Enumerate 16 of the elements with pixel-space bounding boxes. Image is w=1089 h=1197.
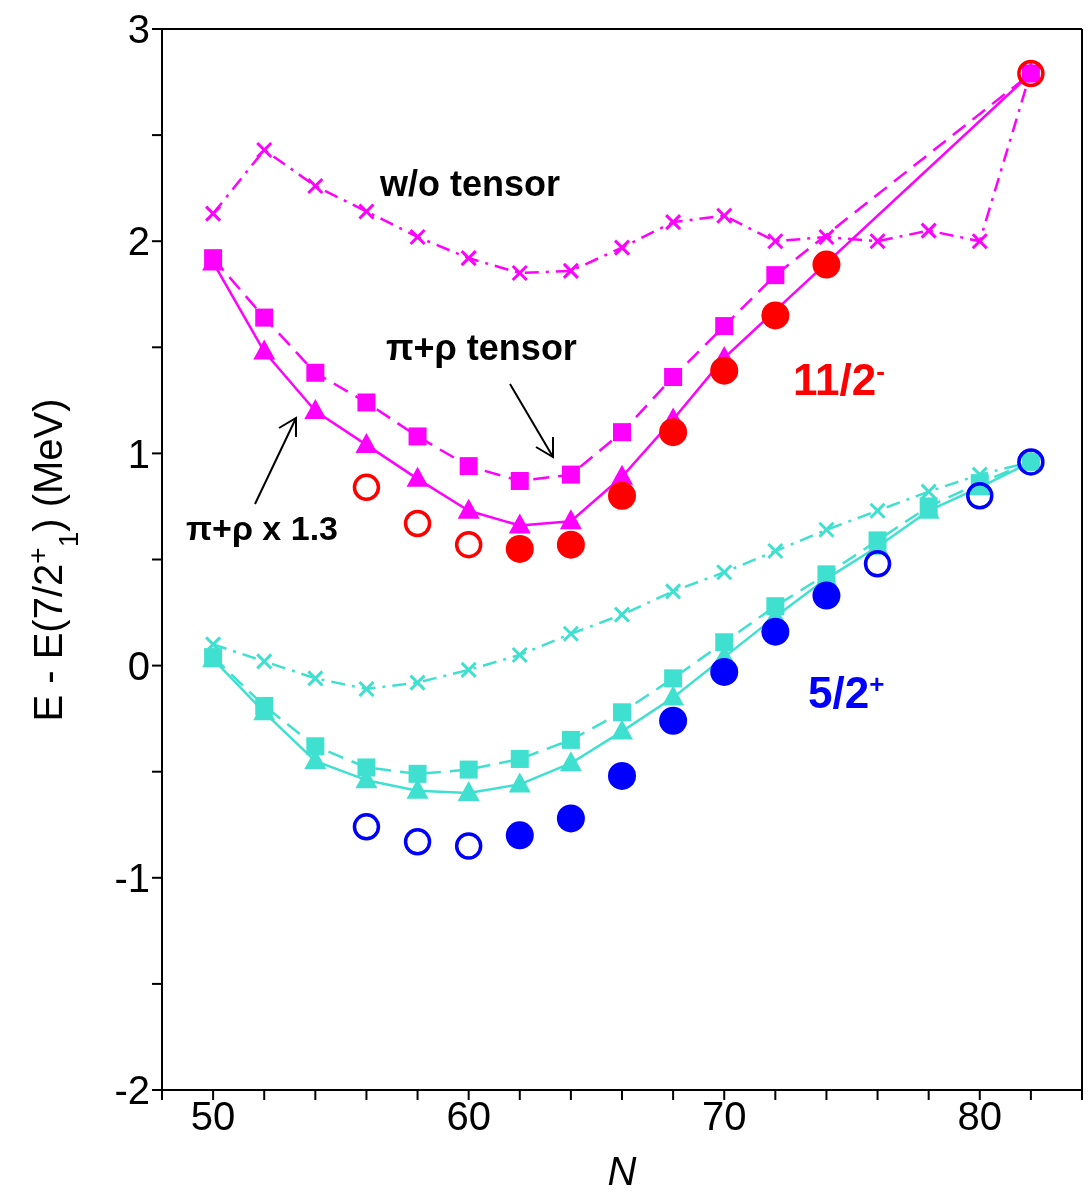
- annotation: π+ρ tensor: [386, 327, 577, 368]
- y-tick-label: 3: [127, 7, 150, 52]
- x-tick-label: 70: [701, 1094, 747, 1139]
- annotation: 11/2$^{-}$: [793, 355, 885, 404]
- y-tick-label: 2: [127, 219, 150, 264]
- annotation: 5/2$^{+}$: [808, 668, 885, 717]
- annotation: w/o tensor: [379, 163, 561, 204]
- y-tick-label: 0: [127, 643, 150, 688]
- x-tick-label: 50: [190, 1094, 236, 1139]
- x-tick-label: 60: [446, 1094, 491, 1139]
- x-tick-label: 80: [957, 1094, 1003, 1139]
- y-tick-label: -2: [114, 1068, 150, 1113]
- x-axis-title: N: [607, 1149, 637, 1193]
- annotation: π+ρ x 1.3: [186, 509, 338, 547]
- y-tick-label: 1: [127, 431, 150, 476]
- y-tick-label: -1: [114, 856, 150, 900]
